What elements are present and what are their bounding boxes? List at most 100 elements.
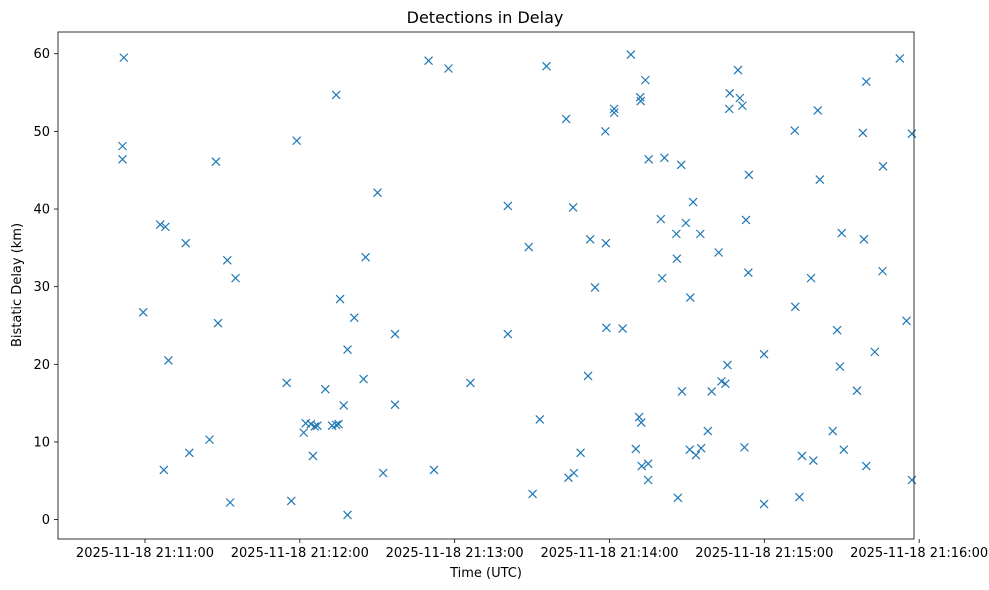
- data-point-marker: [691, 450, 701, 460]
- data-point-marker: [205, 435, 214, 445]
- data-point-marker: [685, 293, 695, 302]
- data-point-marker: [640, 75, 650, 85]
- data-point-marker: [835, 362, 845, 372]
- data-point-marker: [839, 445, 849, 455]
- data-point-marker: [759, 349, 769, 359]
- data-point-marker: [373, 188, 382, 198]
- data-point-marker: [743, 268, 753, 278]
- data-point-marker: [181, 238, 191, 248]
- data-point-marker: [119, 53, 129, 63]
- data-point-marker: [828, 426, 838, 436]
- data-point-marker: [808, 456, 818, 466]
- data-point-marker: [282, 378, 292, 388]
- data-point-marker: [160, 222, 170, 232]
- data-point-marker: [306, 419, 316, 429]
- data-point-marker: [343, 345, 352, 354]
- data-point-marker: [576, 448, 586, 458]
- data-point-marker: [568, 203, 578, 212]
- data-point-marker: [878, 266, 887, 276]
- data-point-marker: [159, 465, 169, 475]
- data-point-marker: [424, 56, 434, 66]
- data-point-marker: [334, 419, 343, 429]
- data-point-marker: [503, 201, 513, 211]
- data-point-marker: [138, 307, 148, 317]
- data-point-marker: [524, 242, 534, 252]
- data-point-marker: [184, 448, 194, 458]
- data-point-marker: [535, 415, 545, 424]
- data-point-marker: [681, 218, 691, 228]
- data-point-marker: [299, 428, 309, 438]
- data-point-marker: [744, 170, 754, 180]
- y-tick-label: 50: [33, 125, 50, 140]
- data-point-marker: [631, 444, 641, 454]
- data-point-marker: [737, 101, 747, 111]
- data-point-marker: [542, 61, 551, 71]
- data-point-marker: [643, 475, 653, 485]
- data-point-marker: [312, 421, 322, 431]
- data-point-marker: [378, 468, 388, 478]
- data-point-marker: [390, 329, 400, 339]
- y-axis-label: Bistatic Delay (km): [10, 223, 25, 347]
- data-point-marker: [335, 294, 345, 304]
- x-tick-label: 2025-11-18 21:11:00: [76, 546, 214, 561]
- data-point-marker: [832, 325, 842, 335]
- data-point-marker: [720, 379, 730, 389]
- data-point-marker: [349, 313, 359, 323]
- data-point-marker: [741, 215, 751, 225]
- x-tick-label: 2025-11-18 21:13:00: [386, 546, 524, 561]
- data-point-marker: [310, 421, 320, 431]
- data-point-marker: [635, 92, 645, 102]
- data-point-marker: [656, 214, 666, 224]
- data-point-marker: [211, 157, 221, 167]
- data-point-marker: [722, 360, 732, 370]
- data-point-marker: [286, 496, 296, 506]
- data-point-marker: [429, 465, 439, 475]
- x-axis-ticks: 2025-11-18 21:11:00 2025-11-18 21:12:00 20…: [76, 539, 988, 561]
- data-point-marker: [837, 228, 847, 238]
- data-point-marker: [626, 50, 636, 59]
- data-point-marker: [688, 197, 698, 207]
- x-tick-label: 2025-11-18 21:16:00: [850, 546, 988, 561]
- data-points: [118, 50, 917, 520]
- data-point-marker: [740, 442, 749, 452]
- data-point-marker: [672, 254, 682, 264]
- data-point-marker: [673, 493, 683, 503]
- data-point-marker: [590, 283, 600, 292]
- x-axis-label: Time (UTC): [449, 566, 522, 581]
- data-point-marker: [695, 229, 705, 239]
- data-point-marker: [861, 77, 871, 87]
- data-point-marker: [815, 175, 825, 184]
- data-point-marker: [600, 126, 610, 136]
- data-point-marker: [634, 412, 644, 422]
- x-tick-label: 2025-11-18 21:14:00: [540, 546, 678, 561]
- data-point-marker: [797, 451, 807, 461]
- data-point-marker: [676, 160, 686, 170]
- data-point-marker: [118, 141, 127, 151]
- data-point-marker: [794, 492, 804, 502]
- data-point-marker: [609, 104, 619, 114]
- data-point-marker: [806, 273, 816, 283]
- data-point-marker: [870, 347, 880, 357]
- y-axis-ticks: 0 10 20 30 40 50 60: [33, 47, 58, 528]
- data-point-marker: [895, 53, 905, 63]
- data-point-marker: [735, 93, 745, 103]
- data-point-marker: [644, 154, 654, 164]
- data-point-marker: [308, 451, 318, 461]
- data-point-marker: [320, 384, 330, 394]
- y-tick-label: 30: [33, 280, 50, 295]
- y-tick-label: 40: [33, 203, 50, 218]
- data-point-marker: [725, 88, 735, 98]
- plot-frame: [57, 31, 915, 540]
- x-tick-label: 2025-11-18 21:15:00: [695, 546, 833, 561]
- data-point-marker: [343, 510, 352, 520]
- data-point-marker: [733, 65, 743, 75]
- data-point-marker: [724, 104, 734, 114]
- data-point-marker: [213, 318, 223, 328]
- data-point-marker: [339, 401, 349, 410]
- data-point-marker: [636, 418, 646, 427]
- data-point-marker: [660, 153, 669, 163]
- data-point-marker: [359, 374, 368, 384]
- data-point-marker: [618, 324, 628, 334]
- data-point-marker: [118, 154, 127, 164]
